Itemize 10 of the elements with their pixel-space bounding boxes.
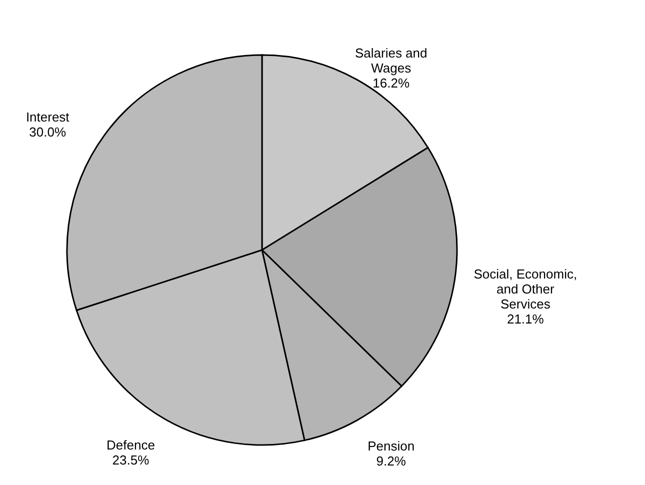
data-label: 30.0% [29, 124, 66, 140]
slice-label: Pension [368, 438, 415, 454]
data-label: 9.2% [376, 453, 406, 468]
data-label: 21.1% [506, 312, 544, 327]
data-label: 23.5% [112, 452, 150, 468]
slice-label: Social, Economic, and Other Services [474, 266, 578, 312]
slice-label: Salaries and Wages [354, 46, 428, 76]
slice-label: Defence [106, 437, 155, 452]
slice-label: Interest [26, 110, 70, 125]
data-label: 16.2% [372, 76, 410, 91]
